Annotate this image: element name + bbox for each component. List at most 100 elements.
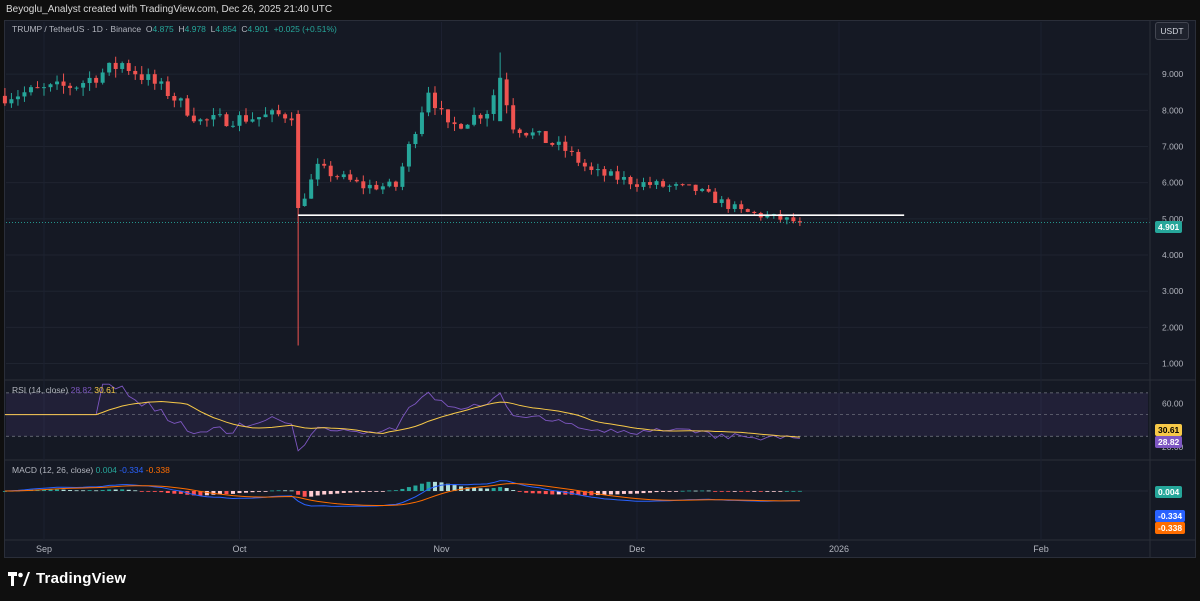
macd-hist-bar [387,490,392,492]
high-label: H [178,24,185,34]
macd-hist-bar [732,491,737,492]
macd-hist-bar [107,489,112,491]
candle-body [439,108,444,110]
macd-hist-bar [713,491,718,492]
macd-hist-bar [517,491,522,492]
chart-frame[interactable] [4,20,1196,558]
candle-body [582,162,587,167]
macd-hist-bar [674,491,679,492]
macd-hist-bar [191,491,196,496]
macd-hist-bar [68,490,73,491]
macd-hist-bar [178,491,183,494]
candle-body [380,186,385,190]
candle-body [120,63,125,69]
macd-hist-bar [55,489,60,491]
macd-hist-bar [576,491,581,496]
candle-body [739,204,744,210]
macd-hist-bar [348,491,353,493]
tradingview-brand-text: TradingView [36,570,127,587]
macd-hist-bar [693,490,698,492]
macd-line [4,480,800,507]
x-tick-label: 2026 [829,544,849,554]
macd-hist-bar [419,483,424,491]
macd-hist-bar [100,490,105,491]
candle-body [459,124,464,129]
candle-body [87,77,92,84]
macd-hist-bar [224,491,229,495]
macd-hist-bar [595,491,600,496]
macd-hist-bar [641,491,646,494]
macd-hist-bar [582,491,587,496]
candle-body [465,124,470,129]
candle-body [615,171,620,180]
macd-hist-bar [159,491,164,493]
low-label: L [210,24,216,34]
y-tick-label: 8.000 [1162,105,1184,115]
currency-button[interactable]: USDT [1155,22,1189,40]
macd-hist-bar [504,488,509,491]
candle-body [556,141,561,145]
macd-hist-bar [654,491,659,493]
macd-hist-bar [472,487,477,491]
candle-body [270,110,275,115]
candle-body [335,176,340,178]
macd-hist-bar [634,491,639,494]
macd-hist-bar [172,491,177,494]
macd-hist-bar [680,490,685,492]
macd-hist-bar [87,490,92,491]
macd-hist-bar [778,491,783,492]
candle-body [139,74,144,80]
tradingview-logo-icon [8,571,30,586]
candle-body [628,177,633,185]
candle-body [700,188,705,191]
candle-body [361,181,366,189]
candle-body [634,184,639,187]
tradingview-logo[interactable]: TradingView [8,570,126,587]
candle-body [674,184,679,186]
x-tick-label: Nov [433,544,450,554]
macd-hist-bar [459,486,464,491]
main-grid [6,73,1148,365]
macd-hist-bar [42,489,46,491]
change-value: +0.025 (+0.51%) [273,24,337,34]
macd-hist-bar [615,491,620,495]
macd-hist-bar [491,488,496,491]
candle-body [94,77,99,83]
candle-body [498,77,503,122]
candle-body [472,114,477,125]
candle-body [387,181,392,187]
candle-body [419,112,424,135]
candle-body [328,165,333,177]
candle-body [543,131,548,143]
candle-body [648,182,653,185]
macd-hist-bar [367,491,372,492]
candle-body [393,181,398,187]
open-value: 4.875 [152,24,174,34]
macd-hist-bar [648,491,653,493]
macd-hist-bar [465,487,470,491]
macd-hist-bar [498,487,503,491]
macd-hist-bar [152,491,157,492]
macd-hist-bar [621,491,626,494]
candle-body [257,117,262,120]
macd-hist-bar [198,491,203,496]
header-bar: Beyoglu_Analyst created with TradingView… [0,0,1200,20]
close-value: 4.901 [247,24,269,34]
macd-hist-bar [543,491,548,495]
candle-body [713,191,718,203]
macd-hist-bar [322,491,327,495]
macd-title: MACD (12, 26, close) [12,465,94,475]
candle-body [693,184,698,191]
candle-body [550,142,555,145]
macd-hist-bar [335,491,340,494]
macd-hist-bar [406,487,411,491]
candle-body [667,185,672,187]
candle-body [661,181,666,187]
candle-body [42,87,46,89]
macd-hist-bar [485,488,490,491]
candle-body [289,118,294,121]
candle-body [198,119,203,122]
candle-body [446,109,451,123]
macd-hist-bar [524,491,529,493]
